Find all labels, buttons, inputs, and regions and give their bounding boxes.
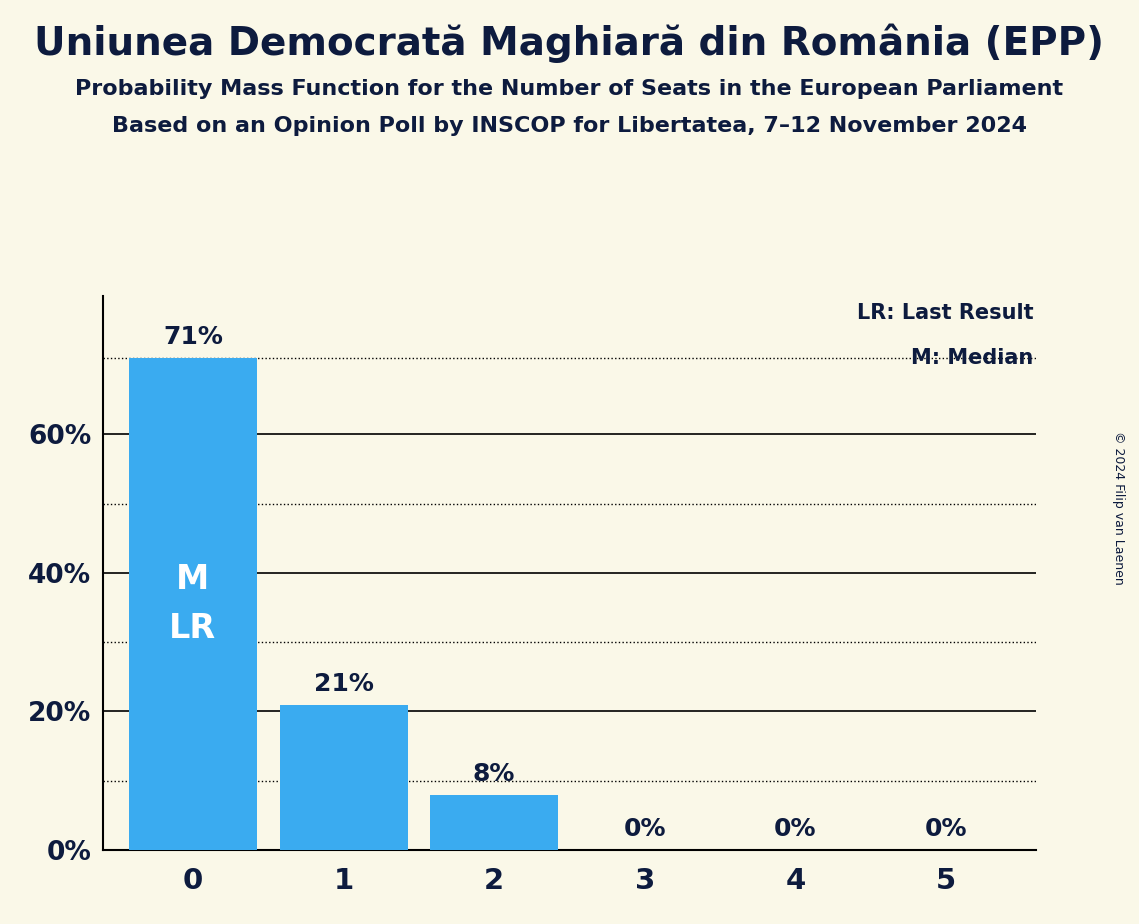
Text: M: Median: M: Median [911, 348, 1033, 368]
Text: LR: LR [170, 612, 216, 645]
Bar [129, 359, 257, 850]
Bar [279, 704, 408, 850]
Text: Uniunea Democrată Maghiară din România (EPP): Uniunea Democrată Maghiară din România (… [34, 23, 1105, 63]
Text: LR: Last Result: LR: Last Result [857, 303, 1033, 323]
Bar [431, 795, 558, 850]
Text: M: M [177, 564, 210, 596]
Text: © 2024 Filip van Laenen: © 2024 Filip van Laenen [1112, 432, 1125, 585]
Text: 0%: 0% [925, 817, 967, 841]
Text: 8%: 8% [473, 761, 515, 785]
Text: 0%: 0% [775, 817, 817, 841]
Text: 21%: 21% [313, 672, 374, 696]
Text: Based on an Opinion Poll by INSCOP for Libertatea, 7–12 November 2024: Based on an Opinion Poll by INSCOP for L… [112, 116, 1027, 136]
Text: Probability Mass Function for the Number of Seats in the European Parliament: Probability Mass Function for the Number… [75, 79, 1064, 99]
Text: 71%: 71% [163, 325, 223, 349]
Text: 0%: 0% [623, 817, 666, 841]
